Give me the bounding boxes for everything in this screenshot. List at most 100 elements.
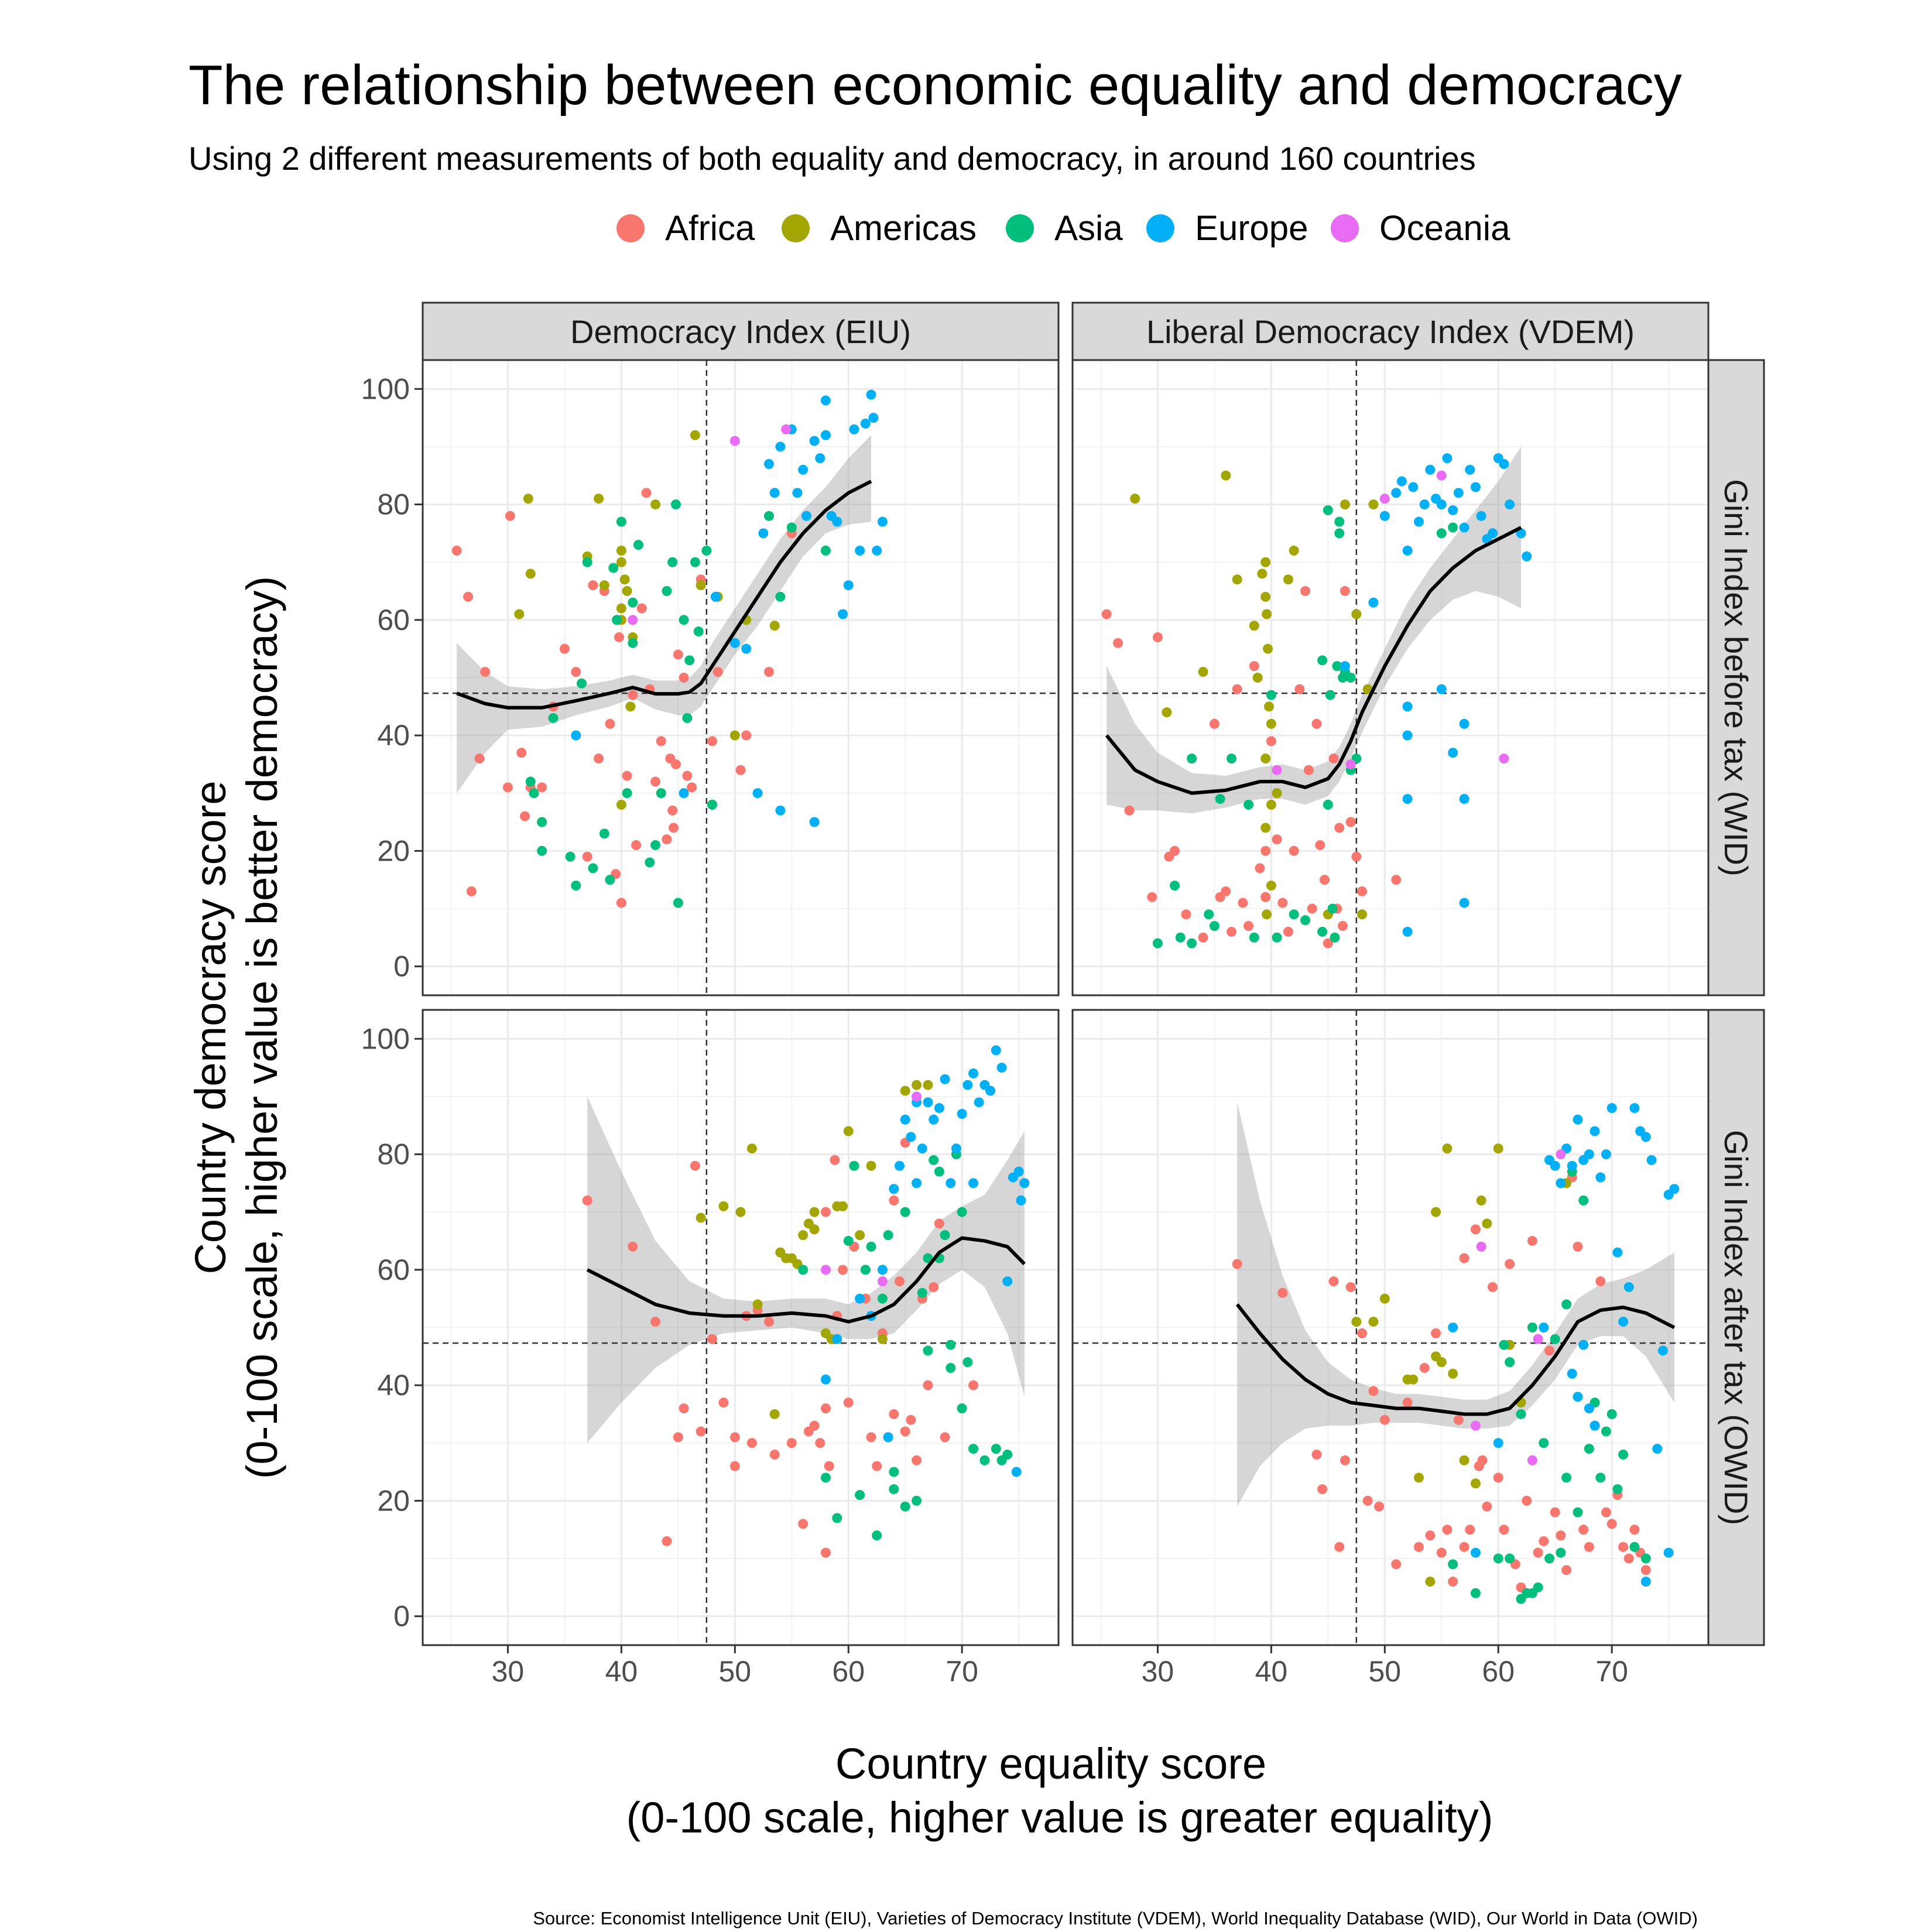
point-asia bbox=[1544, 1553, 1554, 1564]
point-asia bbox=[1533, 1582, 1543, 1592]
point-africa bbox=[636, 603, 647, 614]
point-africa bbox=[1334, 823, 1345, 833]
point-europe bbox=[957, 1109, 967, 1119]
point-americas bbox=[616, 603, 626, 614]
legend-key-africa bbox=[616, 214, 645, 242]
point-asia bbox=[1561, 1299, 1572, 1310]
point-americas bbox=[1431, 1207, 1441, 1217]
point-asia bbox=[968, 1444, 979, 1454]
point-americas bbox=[1493, 1143, 1503, 1154]
point-africa bbox=[1338, 921, 1348, 931]
point-asia bbox=[529, 788, 539, 799]
point-asia bbox=[1334, 528, 1345, 539]
point-americas bbox=[1260, 823, 1271, 833]
point-americas bbox=[855, 1230, 865, 1241]
point-africa bbox=[1601, 1507, 1611, 1517]
point-asia bbox=[1334, 516, 1345, 527]
point-americas bbox=[1221, 470, 1231, 481]
point-americas bbox=[900, 1085, 910, 1096]
point-europe bbox=[1459, 794, 1469, 804]
point-africa bbox=[1556, 1530, 1566, 1541]
point-africa bbox=[1453, 1414, 1464, 1425]
point-americas bbox=[1263, 701, 1274, 712]
point-europe bbox=[996, 1063, 1007, 1073]
source-caption: Source: Economist Intelligence Unit (EIU… bbox=[533, 1908, 1698, 1928]
facet-panel bbox=[1071, 1009, 1710, 1646]
point-asia bbox=[860, 1265, 871, 1275]
point-africa bbox=[1345, 817, 1356, 827]
point-africa bbox=[614, 632, 624, 642]
point-europe bbox=[917, 1143, 927, 1154]
point-africa bbox=[628, 1241, 638, 1252]
point-africa bbox=[741, 730, 752, 741]
point-asia bbox=[820, 1472, 831, 1483]
point-africa bbox=[1629, 1525, 1640, 1535]
point-asia bbox=[537, 817, 547, 827]
point-europe bbox=[923, 1097, 933, 1108]
point-americas bbox=[1272, 788, 1282, 799]
point-africa bbox=[582, 851, 592, 862]
point-europe bbox=[1657, 1345, 1668, 1356]
point-asia bbox=[866, 1241, 876, 1252]
point-africa bbox=[1459, 1542, 1469, 1552]
point-europe bbox=[991, 1045, 1001, 1056]
point-asia bbox=[633, 540, 643, 550]
point-europe bbox=[1590, 1420, 1600, 1431]
point-asia bbox=[628, 597, 638, 608]
point-oceania bbox=[1345, 759, 1356, 769]
point-africa bbox=[872, 1461, 882, 1471]
point-africa bbox=[679, 673, 689, 683]
point-europe bbox=[1448, 1323, 1458, 1332]
panel-border bbox=[1071, 1009, 1710, 1646]
point-asia bbox=[616, 516, 626, 527]
row-strip bbox=[1707, 359, 1765, 996]
point-europe bbox=[855, 546, 865, 556]
point-africa bbox=[1539, 1536, 1549, 1546]
point-europe bbox=[1493, 1438, 1503, 1448]
point-americas bbox=[809, 1224, 820, 1235]
point-europe bbox=[872, 546, 882, 556]
point-africa bbox=[1584, 1542, 1594, 1552]
point-africa bbox=[605, 718, 615, 729]
point-americas bbox=[1442, 1143, 1453, 1154]
point-africa bbox=[1374, 1501, 1385, 1512]
point-europe bbox=[1016, 1195, 1026, 1205]
point-africa bbox=[843, 1397, 854, 1408]
point-asia bbox=[1595, 1472, 1606, 1483]
point-asia bbox=[650, 840, 661, 851]
point-americas bbox=[1379, 1293, 1390, 1304]
point-europe bbox=[849, 424, 859, 434]
point-europe bbox=[1419, 499, 1430, 510]
point-americas bbox=[1198, 667, 1208, 677]
point-europe bbox=[815, 453, 825, 464]
point-americas bbox=[1362, 684, 1373, 694]
point-asia bbox=[900, 1207, 910, 1217]
point-asia bbox=[849, 1160, 859, 1171]
point-asia bbox=[872, 1530, 882, 1541]
point-europe bbox=[729, 638, 740, 648]
point-asia bbox=[929, 1155, 939, 1165]
point-europe bbox=[820, 1374, 831, 1385]
facet-panel bbox=[1071, 359, 1710, 996]
point-europe bbox=[900, 1114, 910, 1125]
point-asia bbox=[798, 1265, 809, 1275]
point-asia bbox=[1204, 909, 1214, 920]
facet-panel bbox=[422, 1009, 1060, 1646]
panel-border bbox=[422, 1009, 1060, 1646]
point-europe bbox=[934, 1103, 944, 1114]
point-europe bbox=[1459, 898, 1469, 908]
point-europe bbox=[1453, 488, 1464, 498]
column-strip-label: Democracy Index (EIU) bbox=[570, 313, 911, 350]
point-africa bbox=[1147, 892, 1157, 902]
point-africa bbox=[1289, 845, 1299, 856]
point-africa bbox=[1152, 632, 1163, 642]
point-europe bbox=[1425, 464, 1436, 475]
point-africa bbox=[1300, 586, 1311, 597]
point-americas bbox=[523, 494, 533, 504]
point-africa bbox=[820, 1403, 831, 1414]
point-americas bbox=[1266, 881, 1276, 891]
point-africa bbox=[628, 690, 638, 700]
point-africa bbox=[559, 643, 570, 654]
point-oceania bbox=[1470, 1420, 1481, 1431]
